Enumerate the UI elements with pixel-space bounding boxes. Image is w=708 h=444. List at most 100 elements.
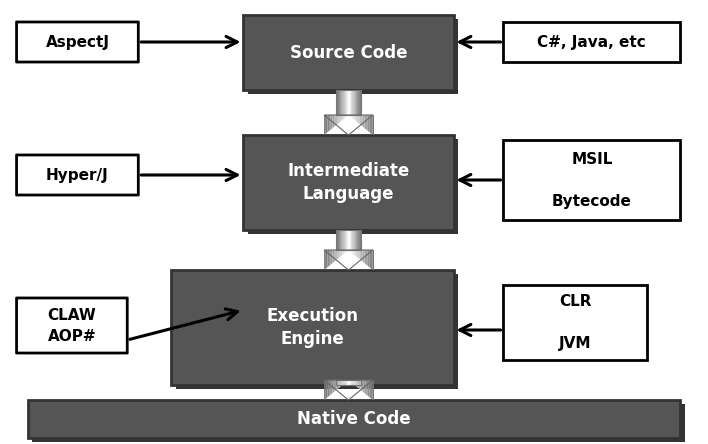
Bar	[356, 90, 358, 115]
Polygon shape	[371, 250, 372, 270]
Polygon shape	[343, 250, 344, 255]
Polygon shape	[367, 380, 370, 397]
Polygon shape	[339, 115, 341, 123]
Bar	[350, 230, 351, 250]
Bar	[336, 230, 360, 250]
Bar	[346, 90, 347, 115]
Polygon shape	[341, 250, 343, 256]
Polygon shape	[339, 380, 341, 388]
Polygon shape	[324, 115, 326, 135]
Bar	[341, 380, 342, 385]
Polygon shape	[338, 115, 339, 124]
Bar	[340, 230, 341, 250]
Polygon shape	[365, 380, 366, 394]
Polygon shape	[349, 380, 351, 382]
Text: CLAW
AOP#: CLAW AOP#	[47, 308, 96, 344]
Polygon shape	[326, 250, 327, 269]
Polygon shape	[360, 250, 361, 260]
Text: MSIL

Bytecode: MSIL Bytecode	[552, 151, 632, 209]
Bar	[355, 380, 356, 385]
Polygon shape	[349, 115, 351, 117]
Bar	[360, 230, 362, 250]
Polygon shape	[358, 115, 360, 124]
Polygon shape	[333, 115, 334, 128]
Polygon shape	[343, 115, 344, 120]
Polygon shape	[351, 250, 353, 254]
Bar	[336, 90, 360, 115]
Polygon shape	[336, 115, 338, 125]
Polygon shape	[329, 250, 331, 266]
Bar	[344, 380, 345, 385]
Polygon shape	[341, 115, 343, 121]
Bar	[346, 380, 347, 385]
Polygon shape	[365, 115, 366, 130]
Polygon shape	[351, 115, 353, 119]
Polygon shape	[348, 250, 349, 251]
Bar	[348, 230, 349, 250]
Polygon shape	[331, 380, 333, 394]
Polygon shape	[341, 380, 343, 386]
Bar	[337, 230, 338, 250]
Bar	[248, 19, 458, 94]
Bar	[337, 380, 338, 385]
Text: CLR

JVM: CLR JVM	[559, 294, 591, 351]
Polygon shape	[329, 115, 331, 131]
Polygon shape	[339, 250, 341, 258]
FancyBboxPatch shape	[16, 22, 138, 62]
Bar	[353, 230, 354, 250]
Polygon shape	[373, 380, 375, 400]
Bar	[351, 230, 352, 250]
Bar	[358, 90, 359, 115]
Bar	[354, 380, 355, 385]
Polygon shape	[353, 115, 354, 120]
Bar	[349, 90, 350, 115]
Bar	[336, 90, 337, 115]
Text: AspectJ: AspectJ	[45, 35, 110, 49]
Polygon shape	[346, 115, 348, 117]
Text: Native Code: Native Code	[297, 410, 411, 428]
Polygon shape	[366, 115, 367, 131]
Bar	[176, 274, 458, 389]
Bar	[348, 380, 349, 385]
Bar	[359, 90, 360, 115]
Bar	[32, 404, 685, 442]
Bar	[349, 230, 350, 250]
Polygon shape	[361, 380, 362, 392]
Bar	[248, 139, 458, 234]
Bar	[503, 140, 680, 220]
Bar	[336, 380, 360, 385]
Polygon shape	[334, 115, 336, 127]
Polygon shape	[336, 380, 338, 390]
Polygon shape	[346, 250, 348, 252]
Polygon shape	[365, 250, 366, 265]
Text: Hyper/J: Hyper/J	[46, 167, 109, 182]
Polygon shape	[334, 380, 336, 392]
Polygon shape	[351, 380, 353, 384]
Bar	[171, 270, 454, 385]
Bar	[350, 90, 351, 115]
Bar	[359, 230, 360, 250]
Bar	[348, 90, 349, 115]
Bar	[347, 230, 348, 250]
Polygon shape	[349, 250, 351, 252]
Polygon shape	[336, 250, 338, 260]
Polygon shape	[328, 380, 329, 397]
Polygon shape	[362, 380, 365, 393]
Polygon shape	[373, 250, 375, 270]
Polygon shape	[361, 250, 362, 262]
Polygon shape	[331, 115, 333, 130]
Bar	[356, 230, 358, 250]
Bar	[345, 90, 346, 115]
Polygon shape	[356, 380, 358, 388]
Polygon shape	[356, 250, 358, 258]
FancyBboxPatch shape	[16, 155, 138, 195]
Polygon shape	[370, 380, 371, 399]
Bar	[343, 230, 344, 250]
Bar	[351, 380, 352, 385]
Text: Intermediate
Language: Intermediate Language	[287, 162, 410, 203]
Polygon shape	[324, 380, 326, 400]
Polygon shape	[338, 380, 339, 389]
Polygon shape	[326, 380, 327, 399]
Bar	[339, 230, 340, 250]
Bar	[338, 230, 339, 250]
